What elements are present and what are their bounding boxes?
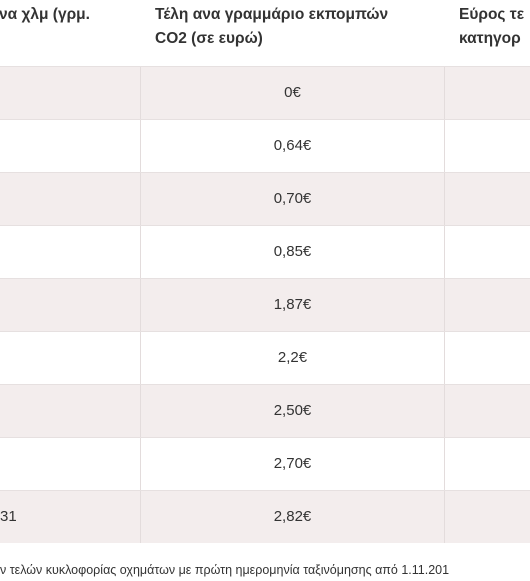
table-row: 2,70€ bbox=[0, 437, 530, 490]
cell-fee-per-gram: 2,82€ bbox=[273, 508, 312, 525]
column-divider bbox=[444, 279, 445, 331]
table-row: 0,70€ bbox=[0, 172, 530, 225]
cell-fee-per-gram: 2,2€ bbox=[277, 349, 308, 366]
table-row: 2,2€ bbox=[0, 331, 530, 384]
table-row: 0,64€ bbox=[0, 119, 530, 172]
column-divider bbox=[444, 385, 445, 437]
cell-emissions-range: 31 bbox=[0, 508, 17, 525]
header-text: Τέλη ανα γραμμάριο εκπομπών bbox=[155, 6, 389, 23]
column-divider bbox=[444, 332, 445, 384]
cell-fee-per-gram: 2,50€ bbox=[273, 402, 312, 419]
cell-fee-per-gram: 0,85€ bbox=[273, 243, 312, 260]
cell-fee-per-gram: 0,64€ bbox=[273, 137, 312, 154]
column-divider bbox=[444, 491, 445, 543]
column-divider bbox=[444, 438, 445, 490]
table-header: να χλμ (γρμ. Τέλη ανα γραμμάριο εκπομπών… bbox=[0, 0, 530, 66]
table-row: 31 2,82€ bbox=[0, 490, 530, 543]
column-divider bbox=[444, 120, 445, 172]
column-divider bbox=[140, 385, 141, 437]
header-cell-fee-per-gram: Τέλη ανα γραμμάριο εκπομπών CO2 (σε ευρώ… bbox=[155, 3, 388, 51]
table-row: 2,50€ bbox=[0, 384, 530, 437]
cell-fee-per-gram: 0€ bbox=[284, 84, 301, 101]
table-caption: ν τελών κυκλοφορίας οχημάτων με πρώτη ημ… bbox=[0, 563, 450, 577]
cell-fee-per-gram: 2,70€ bbox=[273, 455, 312, 472]
header-cell-emissions-range: να χλμ (γρμ. bbox=[0, 3, 90, 27]
table-row: 0€ bbox=[0, 66, 530, 119]
header-cell-category-range: Εύρος τε κατηγορ bbox=[459, 3, 524, 51]
column-divider bbox=[140, 226, 141, 278]
table-body: 0€ 0,64€ 0,70€ 0,85€ 1,87€ 2,2€ 2,50€ 2,70€ 31 2,… bbox=[0, 66, 530, 543]
column-divider bbox=[140, 279, 141, 331]
column-divider bbox=[444, 226, 445, 278]
table-row: 0,85€ bbox=[0, 225, 530, 278]
cell-fee-per-gram: 0,70€ bbox=[273, 190, 312, 207]
column-divider bbox=[140, 120, 141, 172]
header-text: Εύρος τε bbox=[459, 6, 525, 23]
column-divider bbox=[140, 67, 141, 119]
header-text: κατηγορ bbox=[459, 30, 521, 47]
column-divider bbox=[140, 438, 141, 490]
emissions-fee-table: να χλμ (γρμ. Τέλη ανα γραμμάριο εκπομπών… bbox=[0, 0, 530, 543]
column-divider bbox=[140, 173, 141, 225]
cell-fee-per-gram: 1,87€ bbox=[273, 296, 312, 313]
header-text: CO2 (σε ευρώ) bbox=[155, 30, 263, 47]
header-text: να χλμ (γρμ. bbox=[0, 6, 90, 23]
column-divider bbox=[444, 173, 445, 225]
column-divider bbox=[140, 332, 141, 384]
table-row: 1,87€ bbox=[0, 278, 530, 331]
column-divider bbox=[140, 491, 141, 543]
column-divider bbox=[444, 67, 445, 119]
